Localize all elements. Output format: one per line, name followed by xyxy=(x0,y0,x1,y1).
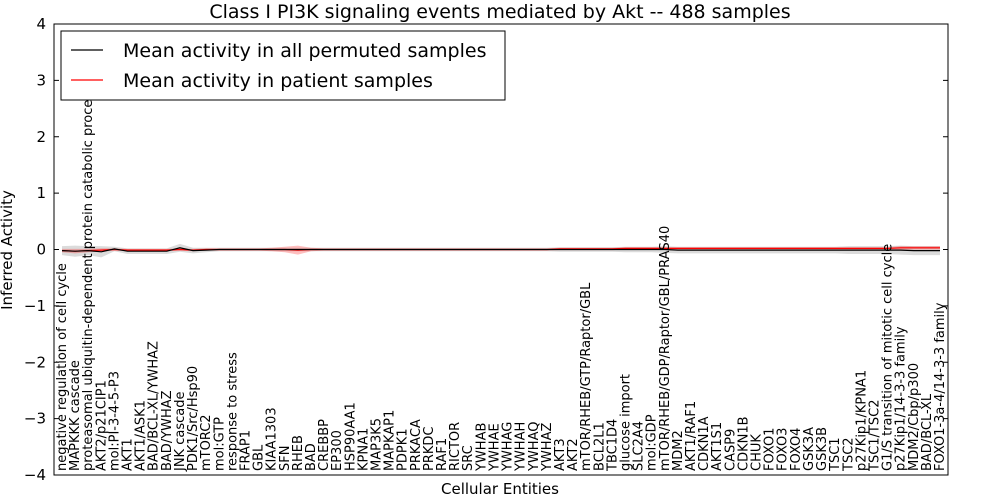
entity-label: mTOR/RHEB/GTP/Raptor/GBL xyxy=(579,282,594,471)
entity-label: p27Kip1/KPNA1 xyxy=(854,370,869,471)
y-axis-label: Inferred Activity xyxy=(0,190,16,310)
entity-label: TBC1D4 xyxy=(605,419,620,472)
y-tick-label: 3 xyxy=(36,71,46,89)
entity-label: EP300 xyxy=(330,430,345,471)
y-tick-label: −1 xyxy=(24,297,46,315)
legend-box xyxy=(60,30,506,101)
entity-label: RAF1 xyxy=(435,438,450,471)
entity-label: JNK cascade xyxy=(173,392,188,472)
entity-label: MAPKKK cascade xyxy=(68,360,83,471)
entity-label: response to stress xyxy=(225,352,240,471)
entity-label: BAD xyxy=(304,443,319,471)
entity-label: HSP90AA1 xyxy=(343,402,358,471)
entity-label: AKT3 xyxy=(553,438,568,471)
entity-label: SLC2A4 xyxy=(632,421,647,471)
entity-label: CDKN1A xyxy=(697,416,712,471)
entity-label: BCL2L1 xyxy=(592,422,607,471)
entity-label: YWHAH xyxy=(514,422,529,472)
y-tick-label: −3 xyxy=(24,410,46,428)
y-axis-ticks: 4 3 2 1 0 −1 −2 −3 −4 xyxy=(24,15,948,484)
entity-label: mol:GDP xyxy=(645,414,660,471)
entity-label: TSC2 xyxy=(841,437,856,472)
entity-label: GSK3A xyxy=(802,427,817,471)
entity-label: AKT1/ASK1 xyxy=(134,400,149,471)
x-axis-entity-labels: negative regulation of cell cycleMAPKKK … xyxy=(55,86,948,472)
entity-label: mTOR/RHEB/GDP/Raptor/GBL/PRAS40 xyxy=(658,226,673,471)
entity-label: YWHAG xyxy=(501,422,516,472)
entity-label: YWHAE xyxy=(487,423,502,472)
entity-label: SFN xyxy=(278,446,293,471)
entity-label: YWHAB xyxy=(474,423,489,472)
series-lines xyxy=(61,247,940,253)
entity-label: p27Kip1/14-3-3 family xyxy=(894,326,909,471)
entity-label: KPNA1 xyxy=(356,428,371,471)
entity-label: KIAA1303 xyxy=(265,407,280,471)
entity-label: AKT1/RAF1 xyxy=(684,401,699,471)
entity-label: GSK3B xyxy=(815,427,830,471)
entity-label: CHUK xyxy=(750,434,765,471)
entity-label: FRAP1 xyxy=(239,430,254,471)
entity-label: RHEB xyxy=(291,435,306,471)
entity-label: proteasomal ubiquitin-dependent protein … xyxy=(81,86,96,471)
entity-label: AKT1S1 xyxy=(710,422,725,471)
entity-label: CDKN1B xyxy=(736,416,751,471)
permuted-samples-line xyxy=(61,247,940,253)
y-tick-label: 4 xyxy=(36,15,46,33)
permuted-samples-band xyxy=(62,243,940,258)
entity-label: CREBBP xyxy=(317,419,332,471)
entity-label: FOXO4 xyxy=(789,428,804,471)
entity-label: GBL xyxy=(252,444,267,471)
entity-label: SRC xyxy=(461,445,476,471)
entity-label: YWHAQ xyxy=(527,422,542,472)
entity-label: AKT1 xyxy=(121,438,136,471)
chart-title: Class I PI3K signaling events mediated b… xyxy=(209,1,790,23)
entity-label: MAP3K5 xyxy=(370,418,385,471)
entity-label: FOXO3 xyxy=(776,428,791,471)
entity-label: FOXO1-3a-4/14-3-3 family xyxy=(933,302,948,471)
entity-label: AKT2 xyxy=(566,438,581,471)
entity-label: TSC1 xyxy=(828,437,843,472)
entity-label: CASP9 xyxy=(723,429,738,471)
entity-label: mTORC2 xyxy=(199,414,214,471)
legend-label-patient: Mean activity in patient samples xyxy=(123,70,433,92)
entity-label: AKT2/p21CIP1 xyxy=(94,380,109,471)
entity-label: YWHAZ xyxy=(540,423,555,472)
entity-label: MDM2 xyxy=(671,430,686,471)
entity-label: G1/S transition of mitotic cell cycle xyxy=(881,244,896,471)
y-tick-label: 2 xyxy=(36,128,46,146)
entity-label: RICTOR xyxy=(448,422,463,471)
entity-label: BAD/BCL-XL xyxy=(920,393,935,471)
legend: Mean activity in all permuted samples Me… xyxy=(60,30,506,101)
entity-label: mol:PI-3-4-5-P3 xyxy=(107,371,122,471)
entity-label: MAPKAP1 xyxy=(383,410,398,471)
y-tick-label: 1 xyxy=(36,184,46,202)
entity-label: PDPK1 xyxy=(396,429,411,472)
entity-label: glucose import xyxy=(619,374,634,471)
entity-label: BAD/BCL-XL/YWHAZ xyxy=(147,341,162,471)
entity-label: mol:GTP xyxy=(212,417,227,471)
entity-label: MDM2/Cbp/p300 xyxy=(907,363,922,471)
y-tick-label: −4 xyxy=(24,466,46,484)
legend-label-permuted: Mean activity in all permuted samples xyxy=(123,40,486,62)
entity-label: PRKDC xyxy=(422,427,437,471)
entity-label: negative regulation of cell cycle xyxy=(55,263,70,471)
plot-frame xyxy=(53,23,949,476)
y-tick-label: 0 xyxy=(36,241,46,259)
y-tick-label: −2 xyxy=(24,353,46,371)
entity-label: PRKACA xyxy=(409,419,424,471)
entity-label: TSC1/TSC2 xyxy=(868,400,883,472)
entity-label: PDK1/Src/Hsp90 xyxy=(186,366,201,471)
x-axis-label: Cellular Entities xyxy=(441,480,559,498)
entity-label: BAD/YWHAZ xyxy=(160,390,175,471)
entity-label: FOXO1 xyxy=(763,428,778,471)
